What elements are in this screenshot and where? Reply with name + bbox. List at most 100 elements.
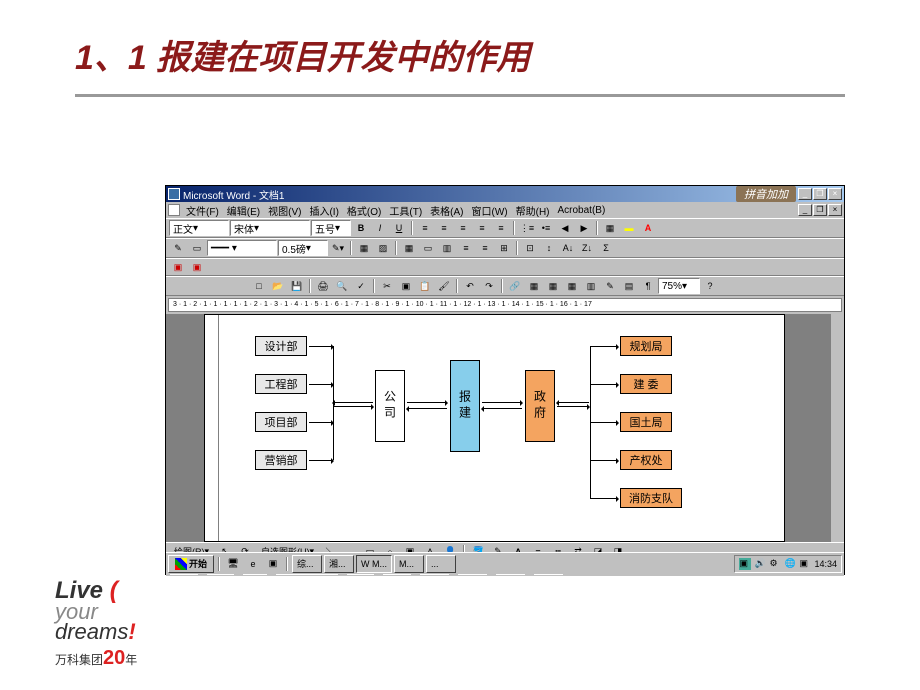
open-button[interactable]: 📂: [269, 278, 287, 294]
excel-button[interactable]: ▦: [563, 278, 581, 294]
columns-button[interactable]: ▥: [582, 278, 600, 294]
align-center-button[interactable]: ≡: [435, 220, 453, 236]
split-button[interactable]: ▥: [438, 240, 456, 256]
spell-button[interactable]: ✓: [352, 278, 370, 294]
close-button[interactable]: ×: [828, 188, 842, 200]
menu-window[interactable]: 窗口(W): [468, 203, 512, 218]
tray-icon[interactable]: ⚙: [769, 558, 781, 570]
fc-arrow: [407, 408, 447, 409]
style-dropdown[interactable]: 正文 ▾: [169, 220, 229, 236]
outdent-button[interactable]: ◀: [556, 220, 574, 236]
italic-button[interactable]: I: [371, 220, 389, 236]
menu-acrobat[interactable]: Acrobat(B): [554, 205, 610, 216]
vertical-ruler[interactable]: [205, 315, 219, 541]
menu-table[interactable]: 表格(A): [426, 203, 467, 218]
quicklaunch-icon[interactable]: 🖥: [224, 556, 242, 572]
tray-icon[interactable]: 🔊: [754, 558, 766, 570]
ime-indicator[interactable]: 拼音加加: [736, 186, 796, 202]
text-direction-button[interactable]: ↕: [540, 240, 558, 256]
menu-tools[interactable]: 工具(T): [385, 203, 426, 218]
print-button[interactable]: 🖨: [314, 278, 332, 294]
tables-borders-button[interactable]: ▦: [525, 278, 543, 294]
redo-button[interactable]: ↷: [480, 278, 498, 294]
help-button[interactable]: ?: [701, 278, 719, 294]
cut-button[interactable]: ✂: [378, 278, 396, 294]
tray-icon[interactable]: 🌐: [784, 558, 796, 570]
insert-table-button[interactable]: ▦: [400, 240, 418, 256]
copy-button[interactable]: ▣: [397, 278, 415, 294]
align-justify-button[interactable]: ≡: [473, 220, 491, 236]
doc-minimize-button[interactable]: _: [798, 204, 812, 216]
task-item[interactable]: 综...: [292, 555, 322, 573]
menu-view[interactable]: 视图(V): [264, 203, 305, 218]
borders-button[interactable]: ▦: [601, 220, 619, 236]
task-item[interactable]: M...: [394, 555, 424, 573]
size-dropdown[interactable]: 五号 ▾: [311, 220, 351, 236]
border-color-button[interactable]: ✎▾: [329, 240, 347, 256]
highlight-button[interactable]: ▬: [620, 220, 638, 236]
sort-desc-button[interactable]: Z↓: [578, 240, 596, 256]
task-item[interactable]: 湘...: [324, 555, 354, 573]
merge-button[interactable]: ▭: [419, 240, 437, 256]
clock[interactable]: 14:34: [814, 559, 837, 569]
bold-button[interactable]: B: [352, 220, 370, 236]
border-outside-button[interactable]: ▦: [355, 240, 373, 256]
shading-button[interactable]: ▨: [374, 240, 392, 256]
line-width-dropdown[interactable]: 0.5磅 ▾: [278, 240, 328, 256]
menu-file[interactable]: 文件(F): [182, 203, 223, 218]
maximize-button[interactable]: ❐: [813, 188, 827, 200]
align-cell-button[interactable]: ≡: [457, 240, 475, 256]
document-page[interactable]: 设计部 工程部 项目部 营销部 公司 报建 政府 规划局 建 委 国土局 产权处…: [204, 314, 785, 542]
align-right-button[interactable]: ≡: [454, 220, 472, 236]
menu-insert[interactable]: 插入(I): [305, 203, 342, 218]
font-dropdown[interactable]: 宋体 ▾: [230, 220, 310, 236]
underline-button[interactable]: U: [390, 220, 408, 236]
vertical-scrollbar[interactable]: [830, 314, 844, 542]
menu-help[interactable]: 帮助(H): [512, 203, 554, 218]
docmap-button[interactable]: ▤: [620, 278, 638, 294]
minimize-button[interactable]: _: [798, 188, 812, 200]
start-button[interactable]: 开始: [168, 555, 214, 573]
horizontal-ruler[interactable]: 3 · 1 · 2 · 1 · 1 · 1 · 1 · 1 · 2 · 1 · …: [168, 298, 842, 312]
autosum-button[interactable]: Σ: [597, 240, 615, 256]
menu-format[interactable]: 格式(O): [343, 203, 385, 218]
task-item[interactable]: ...: [426, 555, 456, 573]
distribute-button[interactable]: ≡: [492, 220, 510, 236]
format-painter-button[interactable]: 🖌: [435, 278, 453, 294]
pdf-mail-button[interactable]: ▣: [188, 259, 206, 275]
eraser-icon[interactable]: ▭: [188, 240, 206, 256]
line-style-dropdown[interactable]: ━━━ ▾: [207, 240, 277, 256]
save-button[interactable]: 💾: [288, 278, 306, 294]
paste-button[interactable]: 📋: [416, 278, 434, 294]
sort-asc-button[interactable]: A↓: [559, 240, 577, 256]
fc-agency-build: 建 委: [620, 374, 672, 394]
tray-icon[interactable]: ▣: [739, 558, 751, 570]
doc-restore-button[interactable]: ❐: [813, 204, 827, 216]
zoom-dropdown[interactable]: 75% ▾: [658, 278, 700, 294]
font-color-button[interactable]: A: [639, 220, 657, 236]
distribute-rows-button[interactable]: ≡: [476, 240, 494, 256]
doc-icon[interactable]: [168, 204, 180, 216]
insert-table2-button[interactable]: ▦: [544, 278, 562, 294]
new-button[interactable]: □: [250, 278, 268, 294]
drawing-button[interactable]: ✎: [601, 278, 619, 294]
indent-button[interactable]: ▶: [575, 220, 593, 236]
quicklaunch-icon[interactable]: e: [244, 556, 262, 572]
show-button[interactable]: ¶: [639, 278, 657, 294]
menu-edit[interactable]: 编辑(E): [223, 203, 264, 218]
align-left-button[interactable]: ≡: [416, 220, 434, 236]
autoformat-button[interactable]: ⊡: [521, 240, 539, 256]
doc-close-button[interactable]: ×: [828, 204, 842, 216]
pencil-icon[interactable]: ✎: [169, 240, 187, 256]
pdf-create-button[interactable]: ▣: [169, 259, 187, 275]
bullets-button[interactable]: •≡: [537, 220, 555, 236]
preview-button[interactable]: 🔍: [333, 278, 351, 294]
numbering-button[interactable]: ⋮≡: [518, 220, 536, 236]
fc-agency-land: 国土局: [620, 412, 672, 432]
task-item-word[interactable]: W M...: [356, 555, 392, 573]
undo-button[interactable]: ↶: [461, 278, 479, 294]
tray-icon[interactable]: ▣: [799, 558, 811, 570]
hyperlink-button[interactable]: 🔗: [506, 278, 524, 294]
distribute-cols-button[interactable]: ⊞: [495, 240, 513, 256]
quicklaunch-icon[interactable]: ▣: [264, 556, 282, 572]
